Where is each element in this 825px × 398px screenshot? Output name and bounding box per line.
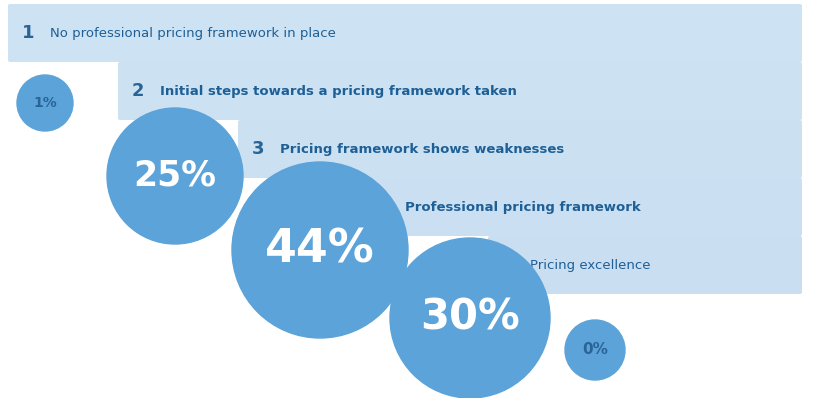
FancyBboxPatch shape <box>8 4 802 62</box>
Text: 44%: 44% <box>265 228 375 273</box>
Text: 1: 1 <box>21 24 35 42</box>
Circle shape <box>232 162 408 338</box>
Text: Professional pricing framework: Professional pricing framework <box>405 201 641 213</box>
Text: 0%: 0% <box>582 343 608 357</box>
Text: Initial steps towards a pricing framework taken: Initial steps towards a pricing framewor… <box>160 84 517 98</box>
FancyBboxPatch shape <box>118 62 802 120</box>
Circle shape <box>17 75 73 131</box>
Circle shape <box>390 238 550 398</box>
Text: Pricing framework shows weaknesses: Pricing framework shows weaknesses <box>280 142 564 156</box>
Text: No professional pricing framework in place: No professional pricing framework in pla… <box>50 27 336 39</box>
Text: 1%: 1% <box>33 96 57 110</box>
Circle shape <box>565 320 625 380</box>
Text: 2: 2 <box>132 82 144 100</box>
FancyBboxPatch shape <box>238 120 802 178</box>
Text: Pricing excellence: Pricing excellence <box>530 258 650 271</box>
Text: 30%: 30% <box>420 297 520 339</box>
Text: 25%: 25% <box>134 159 216 193</box>
Text: 3: 3 <box>252 140 264 158</box>
Circle shape <box>107 108 243 244</box>
FancyBboxPatch shape <box>363 178 802 236</box>
Text: 4: 4 <box>377 198 389 216</box>
Text: 5: 5 <box>502 256 514 274</box>
FancyBboxPatch shape <box>488 236 802 294</box>
